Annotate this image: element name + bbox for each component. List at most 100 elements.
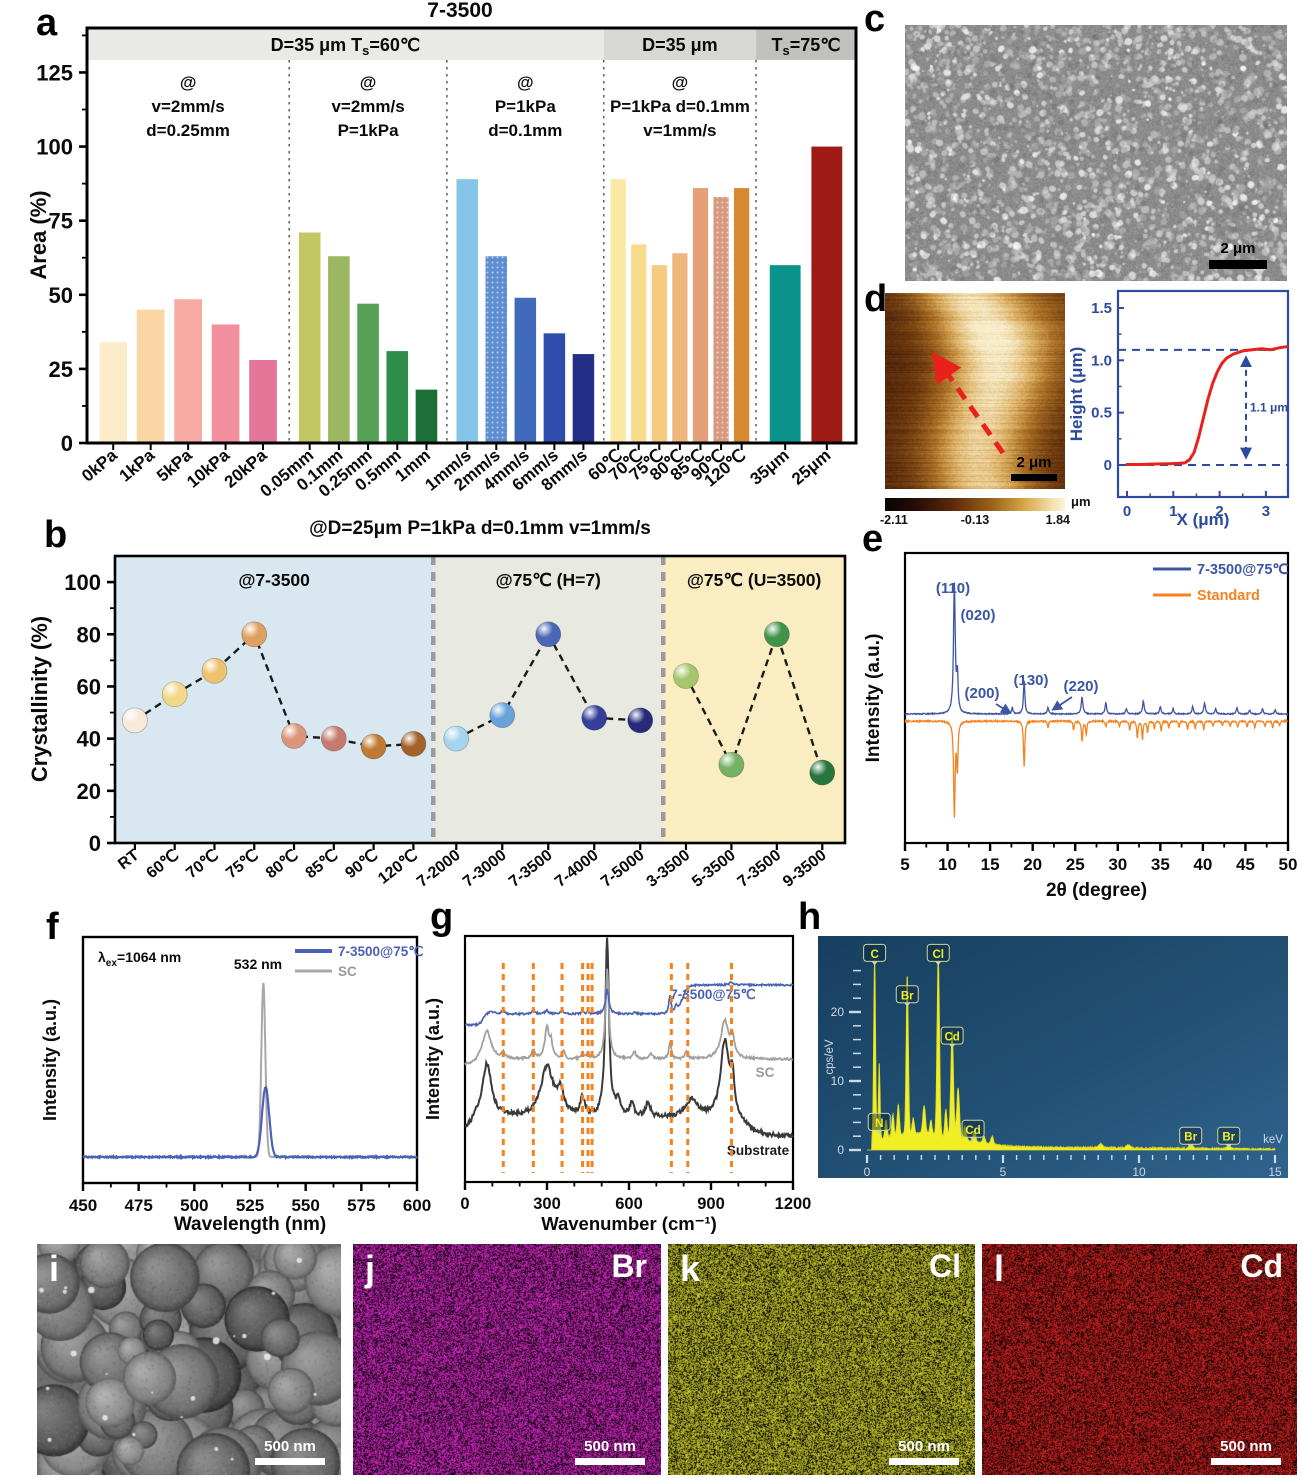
svg-text:550: 550 <box>291 1196 319 1215</box>
panel-h-label: h <box>798 898 821 936</box>
svg-text:300: 300 <box>533 1195 561 1213</box>
svg-text:3-3500: 3-3500 <box>644 847 694 891</box>
svg-text:125: 125 <box>36 60 73 85</box>
afm-colorbar <box>885 498 1065 511</box>
svg-text:keV: keV <box>1263 1134 1283 1146</box>
svg-text:P=1kPa d=0.1mm: P=1kPa d=0.1mm <box>610 97 750 116</box>
panel-c-sem-image: 2 μm <box>905 25 1287 281</box>
svg-text:60℃: 60℃ <box>143 847 182 882</box>
svg-text:P=1kPa: P=1kPa <box>338 121 400 140</box>
svg-text:C: C <box>870 949 878 961</box>
svg-text:7-4000: 7-4000 <box>552 847 602 891</box>
svg-text:532 nm: 532 nm <box>234 956 282 972</box>
scale-bar-line <box>1011 474 1057 481</box>
scale-bar-text: 2 μm <box>1209 240 1267 257</box>
panel-a-bar-chart: D=35 μm Ts=60℃ D=35 μm Ts=75℃ 0 25 50 75 100 125… <box>30 0 860 515</box>
scale-bar: 2 μm <box>1011 454 1057 481</box>
svg-text:35μm: 35μm <box>747 446 793 489</box>
svg-text:60: 60 <box>77 674 101 699</box>
svg-text:Br: Br <box>901 990 914 1002</box>
svg-text:25μm: 25μm <box>788 446 834 489</box>
svg-text:9-3500: 9-3500 <box>780 847 830 891</box>
svg-text:d=0.1mm: d=0.1mm <box>488 121 562 140</box>
scale-bar-line <box>1209 260 1267 269</box>
svg-text:(220): (220) <box>1063 678 1098 695</box>
panel-l-label: l <box>994 1248 1004 1290</box>
svg-text:40: 40 <box>1193 855 1212 874</box>
svg-text:50: 50 <box>1279 855 1298 874</box>
svg-text:cps/eV: cps/eV <box>824 1039 836 1074</box>
svg-text:D=35 μm Ts=60℃: D=35 μm Ts=60℃ <box>271 35 421 58</box>
svg-text:Substrate: Substrate <box>727 1143 790 1158</box>
svg-text:v=1mm/s: v=1mm/s <box>643 121 716 140</box>
svg-text:450: 450 <box>69 1196 97 1215</box>
svg-text:0: 0 <box>1123 503 1131 520</box>
element-label: Cl <box>929 1248 961 1285</box>
svg-text:d=0.25mm: d=0.25mm <box>146 121 230 140</box>
svg-text:1.5: 1.5 <box>1091 300 1112 317</box>
svg-text:75: 75 <box>49 209 73 234</box>
element-label: Cd <box>1240 1248 1283 1285</box>
svg-text:70℃: 70℃ <box>183 847 222 882</box>
panel-i-sem-image: i 500 nm <box>37 1244 341 1475</box>
svg-text:D=35 μm: D=35 μm <box>642 35 718 55</box>
svg-text:575: 575 <box>347 1196 375 1215</box>
svg-text:7-3000: 7-3000 <box>460 847 510 891</box>
scale-bar-line <box>255 1458 325 1465</box>
svg-text:v=2mm/s: v=2mm/s <box>331 97 404 116</box>
svg-text:2θ (degree): 2θ (degree) <box>1046 880 1147 901</box>
svg-text:30: 30 <box>1108 855 1127 874</box>
scale-bar-line <box>575 1458 645 1465</box>
svg-text:0.5: 0.5 <box>1091 405 1112 422</box>
svg-text:50: 50 <box>49 283 73 308</box>
svg-text:7-3500@75℃: 7-3500@75℃ <box>1197 562 1289 578</box>
svg-text:7-2000: 7-2000 <box>414 847 464 891</box>
panel-a-label: a <box>36 4 57 42</box>
svg-text:(130): (130) <box>1013 672 1048 689</box>
panel-e-label: e <box>862 520 883 558</box>
svg-text:7-5000: 7-5000 <box>598 847 648 891</box>
svg-text:1kPa: 1kPa <box>116 445 159 485</box>
svg-text:20: 20 <box>1023 855 1042 874</box>
svg-text:100: 100 <box>64 570 101 595</box>
figure-root: a D=35 μm Ts=60℃ D=35 μm Ts=75℃ 0 25 50 75 100 1… <box>0 0 1302 1478</box>
svg-text:20: 20 <box>77 779 101 804</box>
svg-text:3: 3 <box>1262 503 1270 520</box>
svg-text:Wavelength (nm): Wavelength (nm) <box>174 1214 326 1235</box>
panel-i-label: i <box>49 1248 59 1290</box>
svg-text:@75℃ (H=7): @75℃ (H=7) <box>496 570 601 590</box>
panel-j-label: j <box>365 1248 375 1290</box>
svg-text:10: 10 <box>831 1074 845 1088</box>
scale-bar-text: 500 nm <box>255 1438 325 1455</box>
panel-g-label: g <box>430 898 453 936</box>
scale-bar: 500 nm <box>1211 1438 1281 1465</box>
svg-text:5: 5 <box>900 855 909 874</box>
svg-text:0: 0 <box>61 431 73 456</box>
svg-text:Cl: Cl <box>933 949 945 961</box>
panel-e-xrd-chart: 5 10 15 20 25 30 35 40 45 507-3500@75℃Standard(11… <box>865 523 1302 915</box>
scale-bar-line <box>889 1458 959 1465</box>
panel-f-spectrum-chart: 450 475 500 525 550 575 600 7-3500@75℃ SC 532 nm λ… <box>40 905 440 1240</box>
svg-text:120℃: 120℃ <box>375 847 421 888</box>
panel-c-label: c <box>864 0 885 38</box>
svg-text:(020): (020) <box>960 607 995 624</box>
svg-text:Crystallinity (%): Crystallinity (%) <box>30 616 52 782</box>
panel-l-eds-map-cd: l Cd 500 nm <box>982 1244 1297 1475</box>
panel-k-eds-map-cl: k Cl 500 nm <box>668 1244 975 1475</box>
svg-text:v=2mm/s: v=2mm/s <box>151 97 224 116</box>
svg-text:RT: RT <box>115 847 142 874</box>
svg-text:@: @ <box>672 73 689 92</box>
svg-text:15: 15 <box>981 855 1000 874</box>
scale-bar-line <box>1211 1458 1281 1465</box>
svg-text:Intensity (a.u.): Intensity (a.u.) <box>40 999 60 1121</box>
scale-bar-text: 500 nm <box>575 1438 645 1455</box>
svg-text:5-3500: 5-3500 <box>689 847 739 891</box>
svg-text:10: 10 <box>938 855 957 874</box>
svg-text:525: 525 <box>236 1196 264 1215</box>
svg-text:@7-3500: @7-3500 <box>238 570 310 590</box>
svg-text:20: 20 <box>831 1005 845 1019</box>
svg-text:Cd: Cd <box>944 1032 959 1044</box>
svg-text:Intensity (a.u.): Intensity (a.u.) <box>865 634 884 763</box>
svg-text:@75℃ (U=3500): @75℃ (U=3500) <box>687 570 822 590</box>
svg-text:Ts=75℃: Ts=75℃ <box>772 35 841 58</box>
